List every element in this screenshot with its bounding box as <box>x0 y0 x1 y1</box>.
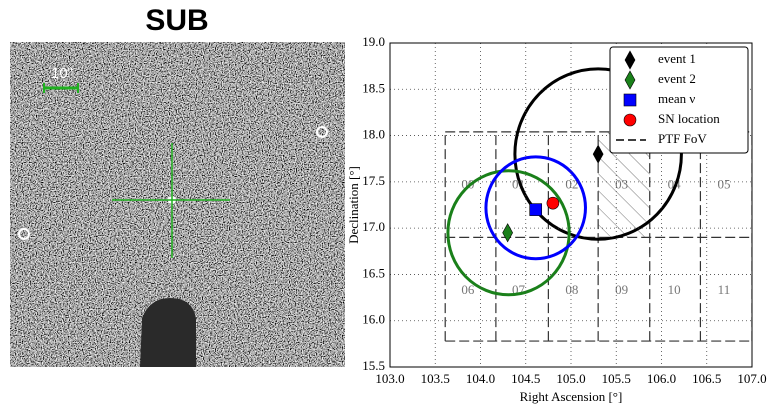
legend-label: mean ν <box>658 91 695 106</box>
y-tick-label: 18.5 <box>362 80 385 95</box>
legend-marker <box>623 113 637 127</box>
chip-label: 00 <box>461 177 474 192</box>
marker <box>529 203 543 216</box>
legend: event 1 event 2 mean ν SN location PTF FoV <box>609 46 749 154</box>
chip-label: 05 <box>717 177 730 192</box>
legend-label: SN location <box>658 111 720 126</box>
x-axis-label: Right Ascension [°] <box>520 389 623 404</box>
x-tick-label: 105.5 <box>602 371 631 386</box>
x-tick-label: 105.0 <box>556 371 585 386</box>
chip-label: 02 <box>565 177 578 192</box>
marker <box>546 196 560 210</box>
star <box>18 228 30 240</box>
error-circle <box>513 67 683 241</box>
legend-marker <box>623 93 637 107</box>
y-tick-label: 17.5 <box>362 173 385 188</box>
marker <box>502 223 513 243</box>
star <box>316 126 328 138</box>
chip-label: 11 <box>718 282 731 297</box>
error-circle <box>484 155 587 261</box>
legend-label: event 1 <box>658 51 696 66</box>
y-tick-label: 19.0 <box>362 34 385 49</box>
y-tick-label: 16.5 <box>362 265 385 280</box>
chip-label: 09 <box>615 282 628 297</box>
x-tick-label: 107.0 <box>737 371 766 386</box>
legend-marker <box>624 50 636 70</box>
error-circle <box>446 169 571 297</box>
y-tick-label: 15.5 <box>362 358 385 373</box>
x-tick-label: 104.0 <box>466 371 495 386</box>
marker <box>592 144 604 164</box>
y-axis-label: Declination [°] <box>346 166 361 244</box>
chip-label: 08 <box>565 282 578 297</box>
scale-label: 10" <box>51 65 73 82</box>
chip-label: 06 <box>461 282 475 297</box>
dark-region <box>140 298 196 367</box>
y-tick-label: 17.0 <box>362 219 385 234</box>
y-tick-label: 18.0 <box>362 127 385 142</box>
x-tick-label: 106.5 <box>692 371 721 386</box>
x-tick-label: 104.5 <box>511 371 540 386</box>
legend-box <box>609 46 749 154</box>
image-title: SUB <box>145 4 208 37</box>
plot-frame <box>389 42 753 368</box>
y-tick-label: 16.0 <box>362 312 385 327</box>
chip-label: 10 <box>668 282 681 297</box>
sub-image: 10" <box>10 42 345 367</box>
legend-marker <box>624 70 636 90</box>
x-tick-label: 103.5 <box>421 371 450 386</box>
legend-label: event 2 <box>658 71 696 86</box>
x-tick-label: 103.0 <box>375 371 404 386</box>
chip-label: 03 <box>615 177 628 192</box>
legend-label: PTF FoV <box>658 131 707 146</box>
x-tick-label: 106.0 <box>647 371 676 386</box>
